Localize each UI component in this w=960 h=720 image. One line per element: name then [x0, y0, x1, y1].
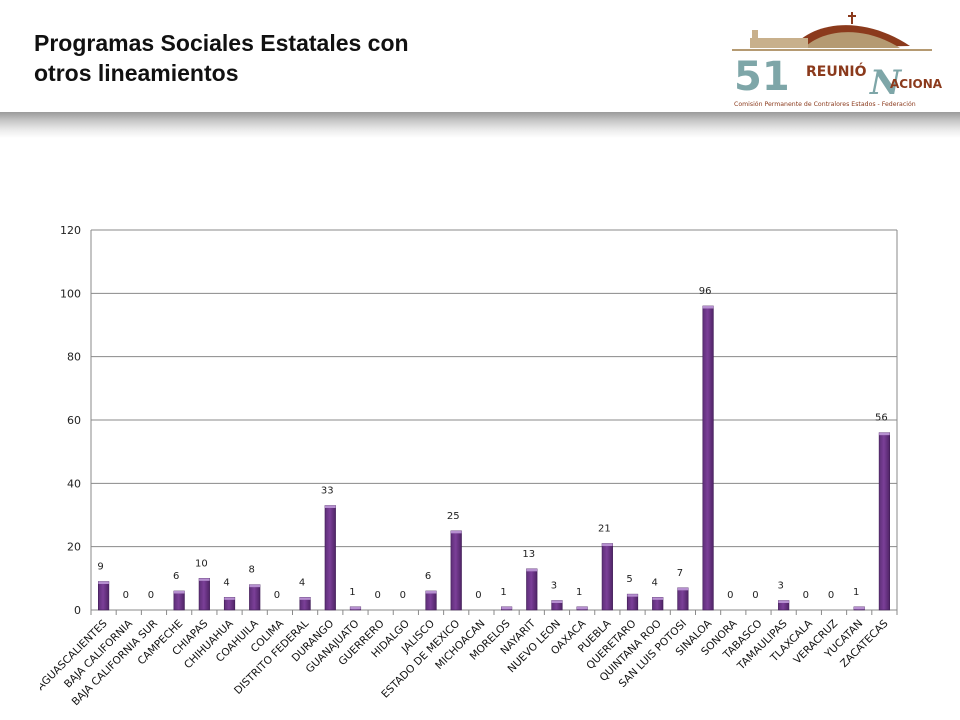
slide-header	[0, 0, 960, 120]
data-label: 21	[598, 524, 611, 535]
bar	[324, 505, 336, 611]
bar-cap	[551, 600, 563, 603]
data-label: 0	[274, 590, 280, 601]
y-tick-label: 60	[67, 414, 81, 427]
data-label: 56	[875, 413, 888, 424]
data-label: 7	[677, 568, 683, 579]
y-tick-label: 20	[67, 541, 81, 554]
bar-cap	[879, 432, 890, 436]
data-label: 3	[551, 581, 557, 592]
y-tick-label: 40	[67, 477, 81, 490]
data-label: 6	[425, 571, 431, 582]
data-label: 0	[123, 590, 129, 601]
data-label: 0	[475, 590, 481, 601]
data-label: 96	[699, 286, 712, 297]
logo-word-reunion: REUNIÓ	[806, 62, 867, 80]
bar-cap	[224, 597, 235, 600]
data-label: 0	[374, 590, 380, 601]
bar-cap	[526, 568, 538, 572]
logo-hill-layer	[804, 32, 900, 48]
logo-number: 51	[734, 54, 790, 100]
y-tick-label: 100	[60, 287, 81, 300]
logo-subtitle: Comisión Permanente de Contralores Estad…	[734, 100, 916, 108]
y-tick-label: 80	[67, 351, 81, 364]
bar-cap	[677, 587, 689, 591]
logo-building	[750, 38, 808, 48]
bar-cap	[350, 606, 361, 610]
data-label: 9	[97, 562, 103, 573]
bar-cap	[249, 584, 261, 588]
logo-initial-n: N	[869, 63, 903, 103]
data-label: 6	[173, 571, 179, 582]
data-label: 0	[752, 590, 758, 601]
bar-cap	[299, 597, 311, 600]
data-label: 0	[727, 590, 733, 601]
bar-cap	[173, 591, 185, 594]
data-label: 1	[500, 587, 506, 598]
bar-cap	[853, 606, 865, 610]
data-label: 3	[777, 581, 783, 592]
bar-cap	[425, 591, 437, 594]
data-label: 1	[576, 587, 582, 598]
data-label: 10	[195, 558, 208, 569]
data-label: 0	[400, 590, 406, 601]
data-label: 5	[626, 574, 632, 585]
bar-cap	[199, 578, 210, 581]
data-label: 4	[223, 577, 229, 588]
bar-cap	[324, 505, 336, 508]
bar-cap	[627, 594, 638, 597]
data-label: 33	[321, 486, 334, 497]
slide-title: Programas Sociales Estatales con otros l…	[34, 28, 554, 88]
bar	[702, 305, 714, 611]
data-label: 13	[522, 549, 535, 560]
bar	[198, 578, 210, 611]
bar-cap	[702, 306, 714, 309]
bar	[173, 590, 185, 611]
data-label: 1	[853, 587, 859, 598]
bar-cap	[501, 606, 512, 610]
data-label: 4	[299, 577, 305, 588]
logo-word-nacional: ACIONAL	[890, 77, 942, 91]
bar	[450, 530, 462, 611]
y-tick-label: 0	[74, 604, 81, 617]
bar	[425, 590, 437, 611]
data-label: 8	[249, 565, 255, 576]
bar-cap	[450, 530, 462, 534]
logo-cross-icon	[848, 12, 856, 24]
data-label: 0	[803, 590, 809, 601]
bar	[98, 581, 110, 611]
slide-title-line2: otros lineamientos	[34, 60, 239, 86]
bar	[878, 432, 890, 611]
data-label: 25	[447, 511, 460, 522]
bar	[677, 587, 689, 611]
logo-tower	[752, 30, 758, 40]
slide-title-line1: Programas Sociales Estatales con	[34, 30, 409, 56]
bar-cap	[576, 606, 588, 610]
bar-cap	[652, 597, 664, 600]
reunion-nacional-logo: 51 REUNIÓ N ACIONAL Comisión Permanente …	[732, 12, 942, 108]
bar	[249, 584, 261, 611]
data-label: 4	[652, 577, 658, 588]
bar-cap	[602, 543, 613, 546]
bar-cap	[778, 600, 789, 603]
y-tick-label: 120	[60, 224, 81, 237]
data-label: 0	[828, 590, 834, 601]
data-label: 0	[148, 590, 154, 601]
data-label: 1	[349, 587, 355, 598]
bar	[526, 568, 538, 611]
bar-cap	[98, 581, 109, 584]
header-shadow	[0, 112, 960, 138]
bar	[601, 543, 613, 611]
bar	[626, 593, 639, 611]
